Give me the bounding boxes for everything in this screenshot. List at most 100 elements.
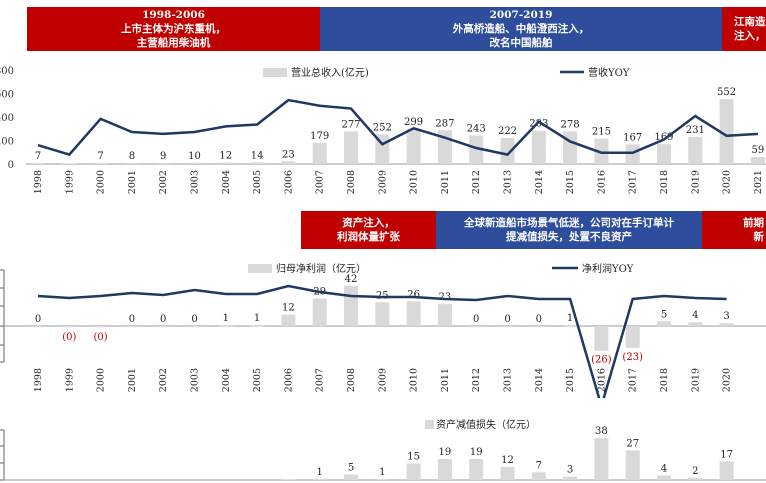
bar xyxy=(594,326,609,351)
y-tick-label: 600 xyxy=(0,90,14,101)
bar-label: 0 xyxy=(191,314,197,325)
bar-label: 1 xyxy=(223,313,229,324)
banner-line: 提减值损失，处置不良资产 xyxy=(506,231,632,243)
bar-label: 7 xyxy=(536,460,542,471)
banner-2007-2019: 2007-2019 外高桥造船、中船澄西注入， 改名中国船舶 xyxy=(320,7,722,51)
banner-2020: 江南造 注入， xyxy=(722,7,766,51)
bar xyxy=(344,286,358,326)
bar xyxy=(657,144,671,164)
banner-line: 上市主体为沪东重机， xyxy=(121,23,226,35)
x-tick-label: 2019 xyxy=(690,170,701,194)
x-tick-label: 2004 xyxy=(221,170,232,194)
bar-label: 287 xyxy=(435,118,454,129)
bar xyxy=(218,162,233,164)
bar xyxy=(375,302,390,326)
bar-label: 12 xyxy=(282,303,295,314)
banner-line: 改名中国船舶 xyxy=(489,37,553,49)
bar-label: 9 xyxy=(160,151,166,162)
bar xyxy=(187,326,202,328)
bar-label: 1 xyxy=(379,467,385,478)
bar-label: 222 xyxy=(498,126,517,137)
x-tick-label: 2007 xyxy=(315,368,326,392)
bar xyxy=(156,326,171,328)
x-tick-label: 2002 xyxy=(158,368,169,392)
bar xyxy=(406,463,421,480)
x-tick-label: 2016 xyxy=(596,368,607,392)
bar xyxy=(719,323,734,326)
x-tick-label: 2018 xyxy=(659,368,670,392)
bar xyxy=(31,163,45,164)
x-tick-label: 2003 xyxy=(190,170,201,194)
bar-label: 299 xyxy=(404,117,423,128)
x-tick-label: 2000 xyxy=(96,368,107,392)
bar xyxy=(437,304,452,326)
x-tick-label: 1998 xyxy=(33,170,44,194)
bar xyxy=(657,475,671,480)
bar-label: 2 xyxy=(692,466,698,477)
bar xyxy=(531,130,546,164)
bar xyxy=(563,476,578,480)
x-tick-label: 2009 xyxy=(377,170,388,194)
x-tick-label: 2020 xyxy=(722,368,733,392)
bar xyxy=(625,144,640,164)
bar xyxy=(62,163,77,164)
bar-label: (23) xyxy=(622,352,643,363)
y-tick-label: 0 xyxy=(8,160,14,171)
legend-bar-label: 资产减值损失（亿元） xyxy=(436,418,536,431)
x-tick-label: 1998 xyxy=(33,368,44,392)
bar-label: 38 xyxy=(595,426,608,437)
bar xyxy=(625,450,640,480)
bar xyxy=(124,163,139,164)
bar xyxy=(688,136,703,164)
bar-label: 243 xyxy=(467,123,486,134)
bar xyxy=(281,314,296,326)
legend-bar-swatch xyxy=(425,420,434,429)
bar xyxy=(719,461,734,480)
x-tick-label: 2009 xyxy=(377,368,388,392)
x-tick-label: 2001 xyxy=(127,368,138,392)
x-tick-label: 2008 xyxy=(346,368,357,392)
x-tick-label: 2021 xyxy=(753,170,764,194)
banner-early: 前期 新 xyxy=(702,211,766,249)
bar-label: 0 xyxy=(35,314,41,325)
x-tick-label: 2006 xyxy=(283,368,294,392)
x-tick-label: 2005 xyxy=(252,170,263,194)
bar xyxy=(250,325,265,327)
banner-market-downturn: 全球新造船市场景气低迷，公司对在手订单计 提减值损失，处置不良资产 xyxy=(436,211,702,249)
bar xyxy=(375,478,390,480)
bar xyxy=(531,326,546,328)
x-tick-label: 2005 xyxy=(252,368,263,392)
bar-label: 215 xyxy=(592,127,611,138)
bar xyxy=(688,322,703,326)
bar xyxy=(406,128,421,164)
legend-bar-swatch xyxy=(263,68,287,77)
x-tick-label: 2011 xyxy=(440,170,451,194)
bar xyxy=(406,301,421,326)
bar xyxy=(719,99,734,164)
banner-line: 江南造 xyxy=(734,16,766,28)
bar-label: (0) xyxy=(94,332,108,343)
bar-label: 169 xyxy=(654,132,673,143)
bar-label: (0) xyxy=(62,332,76,343)
banner-line: 外高桥造船、中船澄西注入， xyxy=(452,23,590,35)
bar-label: 3 xyxy=(723,311,729,322)
bar xyxy=(31,326,45,328)
x-tick-label: 2016 xyxy=(596,170,607,194)
x-tick-label: 2017 xyxy=(628,368,639,392)
x-tick-label: 2006 xyxy=(283,170,294,194)
legend-line-label: 营收YOY xyxy=(588,66,630,79)
x-tick-label: 2008 xyxy=(346,170,357,194)
banner-1998-2006: 1998-2006 上市主体为沪东重机， 主营船用柴油机 xyxy=(27,7,320,51)
bar xyxy=(563,325,578,327)
bar-label: 19 xyxy=(439,447,452,458)
bar xyxy=(124,326,139,328)
x-tick-label: 2010 xyxy=(409,170,420,194)
bar-label: 12 xyxy=(219,151,232,162)
bar-label: 231 xyxy=(686,125,705,136)
bar-label: 1 xyxy=(317,467,323,478)
bar-label: 23 xyxy=(439,292,452,303)
x-tick-label: 2015 xyxy=(565,368,576,392)
bar-label: 7 xyxy=(35,151,41,162)
